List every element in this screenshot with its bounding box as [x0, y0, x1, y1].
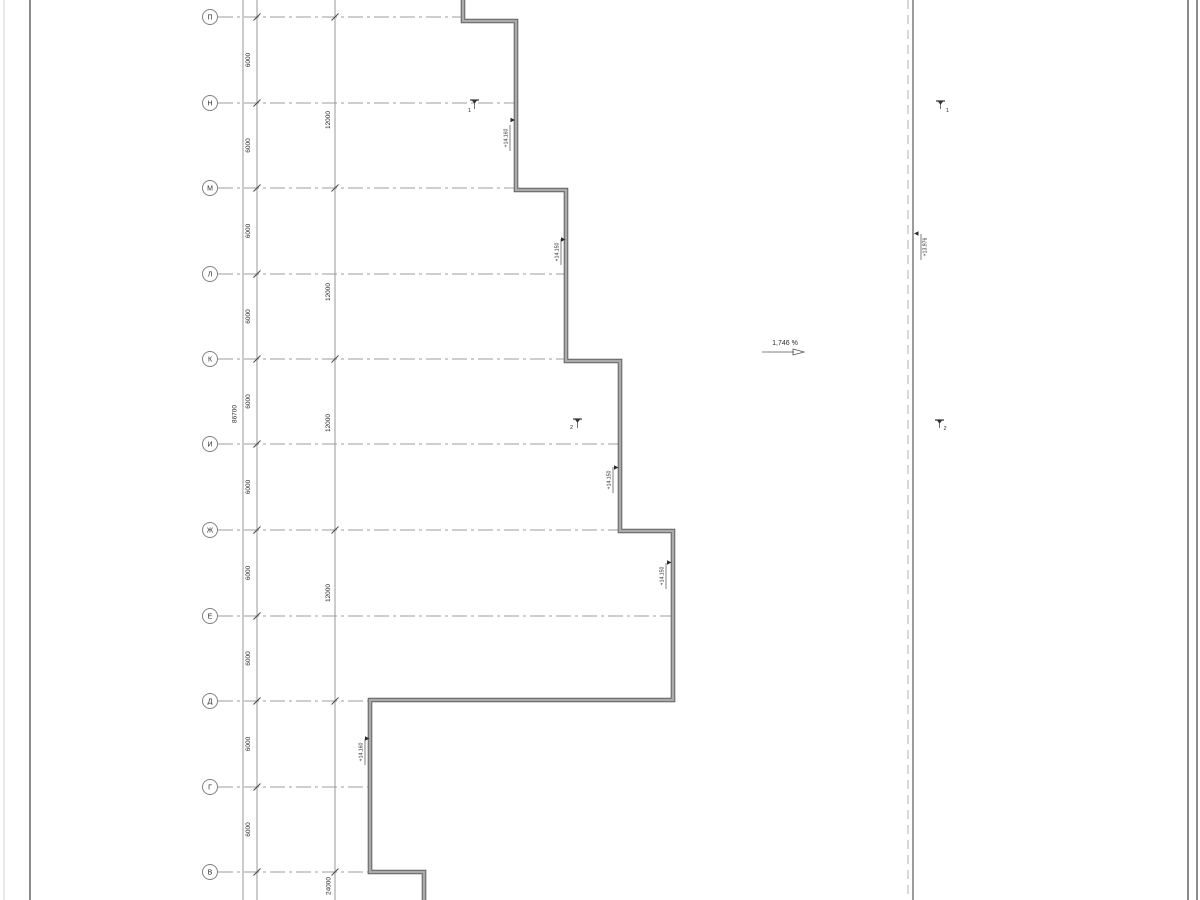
slope-arrow-icon	[792, 348, 806, 356]
plan-markers: 1 2	[468, 99, 582, 431]
bay-dimension-labels: 6000 6000 6000 6000 6000 6000 6000 6000 …	[245, 52, 252, 836]
grid-axis-label: В	[208, 869, 213, 876]
section-marker-icon	[573, 418, 582, 428]
grid-bubble	[202, 9, 218, 25]
section-marker-number: 2	[570, 425, 573, 431]
elevation-mark: +13.976	[923, 237, 929, 256]
grid-axis-label: Л	[208, 271, 213, 278]
grid-bubble	[202, 693, 218, 709]
grid-bubbles	[202, 9, 218, 880]
wall-outline-core	[368, 0, 675, 900]
dimension-label: 6000	[245, 822, 252, 837]
section-marker-icon	[936, 100, 945, 109]
section-marker-icon	[935, 419, 944, 428]
dimension-label: 6000	[245, 309, 252, 324]
dimension-label: 12000	[325, 111, 332, 129]
grid-bubble	[202, 779, 218, 795]
span-dimension-labels: 12000 12000 12000 12000 24000 86700	[232, 111, 333, 895]
grid-bubble	[202, 95, 218, 111]
total-dimension-label: 86700	[232, 405, 239, 423]
dimension-label: 24000	[326, 877, 333, 895]
slope-annotation: 1,746 %	[762, 340, 806, 356]
dimension-label: 6000	[245, 651, 252, 666]
grid-axis-label: Ж	[207, 527, 214, 534]
elevation-mark: +14.160	[359, 742, 365, 761]
dimension-label: 6000	[245, 138, 252, 153]
grid-bubble	[202, 266, 218, 282]
bay-dim-ticks	[253, 13, 261, 876]
wall-outline-edge	[367, 0, 676, 900]
grid-axis-label: К	[208, 356, 213, 363]
elevation-marks: +14.160 +14.150 +14.150 +14.150 +14.160	[359, 117, 672, 765]
elevation-mark: +14.160	[504, 128, 510, 147]
elevation-mark: +14.150	[660, 566, 666, 585]
grid-axis-lines	[218, 16, 671, 873]
grid-bubble	[202, 522, 218, 538]
elevation-mark: +14.150	[607, 470, 613, 489]
section-marker-number: 2	[943, 426, 946, 432]
grid-axis-label: П	[207, 14, 212, 21]
dimension-label: 6000	[245, 394, 252, 409]
dimension-label: 6000	[245, 479, 252, 494]
dimension-label: 6000	[245, 565, 252, 580]
section-marker-number: 1	[468, 108, 471, 114]
grid-axis-letters: П Н М Л К И Ж Е Д Г В	[207, 14, 214, 876]
slope-label: 1,746 %	[772, 340, 798, 347]
grid-bubble	[202, 864, 218, 880]
grid-bubble	[202, 180, 218, 196]
grid-bubble	[202, 436, 218, 452]
grid-axis-label: Е	[208, 613, 213, 620]
right-elevation-mark: +13.976	[914, 231, 929, 260]
elevation-mark: +14.150	[555, 242, 561, 261]
dimension-label: 12000	[325, 414, 332, 432]
dimension-label: 6000	[245, 223, 252, 238]
dimension-label: 6000	[245, 736, 252, 751]
dimension-label: 12000	[325, 584, 332, 602]
section-marker-icon	[470, 99, 479, 109]
grid-axis-label: Д	[208, 698, 213, 705]
span-dim-ticks	[331, 13, 339, 876]
grid-axis-label: И	[207, 441, 212, 448]
grid-axis-label: Н	[207, 100, 212, 107]
right-markers: 1 2	[935, 100, 949, 432]
grid-axis-label: М	[207, 185, 213, 192]
grid-axis-label: Г	[208, 784, 212, 791]
dimension-label: 6000	[245, 52, 252, 67]
dimension-label: 12000	[325, 283, 332, 301]
grid-bubble	[202, 608, 218, 624]
grid-bubble	[202, 351, 218, 367]
section-marker-number: 1	[946, 108, 949, 114]
